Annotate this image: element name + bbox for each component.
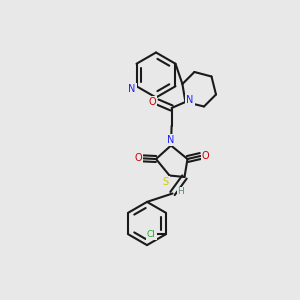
Text: H: H: [178, 188, 184, 196]
Text: N: N: [186, 94, 194, 105]
Text: O: O: [202, 151, 210, 161]
Text: Cl: Cl: [147, 230, 156, 239]
Text: O: O: [148, 97, 156, 107]
Text: N: N: [167, 135, 175, 145]
Text: N: N: [128, 84, 136, 94]
Text: O: O: [134, 153, 142, 164]
Text: S: S: [163, 177, 169, 187]
